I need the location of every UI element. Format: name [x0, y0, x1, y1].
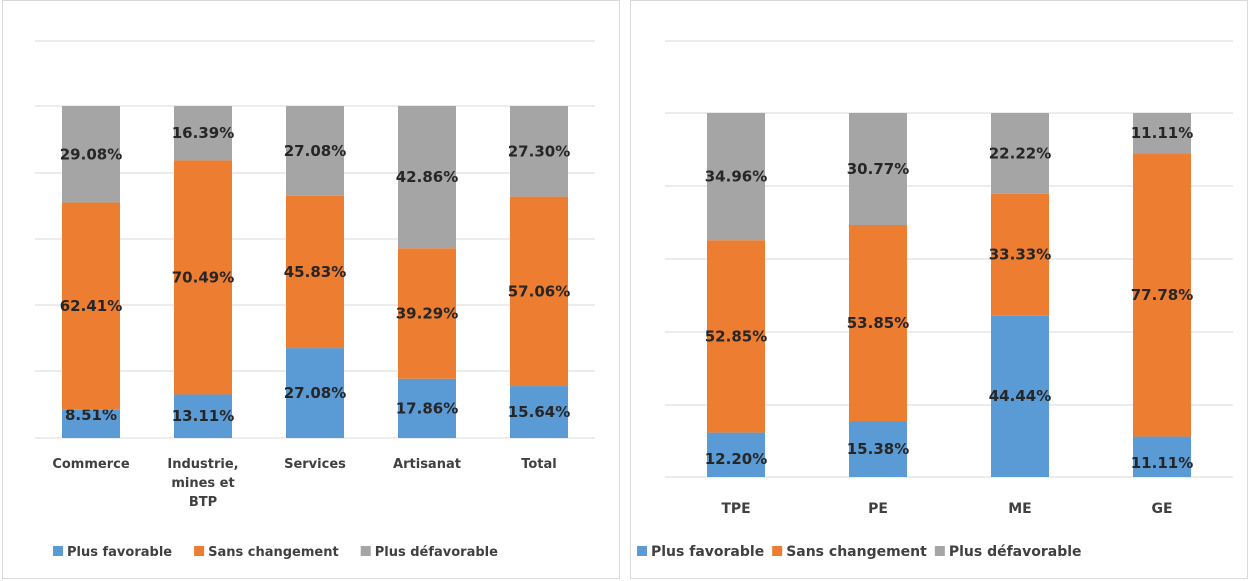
data-label: 77.78% — [1131, 286, 1193, 304]
bar-segment-sans-changement — [510, 196, 568, 387]
data-label: 8.51% — [65, 406, 117, 424]
data-label: 13.11% — [172, 407, 234, 425]
stacked-bar-chart-by-size: 12.20% 52.85% 34.96% TPE 15.38% 53.85% 30.77% P… — [637, 40, 1233, 560]
bar-segment-defavorable — [398, 105, 456, 249]
legend-label-defavorable: Plus défavorable — [949, 544, 1082, 560]
bar-segment-sans-changement — [849, 225, 907, 422]
chart-panel-by-size: 12.20% 52.85% 34.96% TPE 15.38% 53.85% 30.77% P… — [630, 0, 1248, 579]
category-label: PE — [868, 501, 888, 517]
bar-segment-defavorable — [510, 106, 568, 197]
bar-segment-favorable — [707, 432, 765, 477]
data-label: 52.85% — [705, 327, 767, 345]
stacked-bar-chart-by-sector: 8.51% 62.41% 29.08% Commerce 13.11% 70.49% 16.… — [35, 40, 595, 560]
data-label: 15.38% — [847, 440, 909, 458]
bar-segment-favorable — [174, 394, 232, 438]
bar-segment-favorable — [510, 386, 568, 438]
bar-segment-defavorable — [991, 113, 1049, 194]
bar-segment-defavorable — [62, 106, 120, 203]
bar-segment-defavorable — [849, 113, 907, 226]
data-label: 53.85% — [847, 314, 909, 332]
bar-segment-defavorable — [1133, 113, 1191, 154]
bar-segment-favorable — [991, 315, 1049, 477]
legend-swatch-sans-changement — [772, 546, 783, 556]
bar-segment-sans-changement — [1133, 153, 1191, 437]
data-label: 27.08% — [284, 384, 346, 402]
bar-segment-defavorable — [707, 112, 765, 241]
category-label: Services — [284, 457, 346, 472]
data-label: 39.29% — [396, 304, 458, 322]
bar-segment-sans-changement — [398, 248, 456, 379]
bar-segment-favorable — [286, 348, 344, 438]
legend-label-defavorable: Plus défavorable — [375, 545, 498, 560]
data-label: 62.41% — [60, 297, 122, 315]
data-label: 29.08% — [60, 145, 122, 163]
bar-segment-defavorable — [174, 106, 232, 161]
category-label: GE — [1151, 501, 1172, 517]
bar-segment-sans-changement — [62, 202, 120, 410]
category-label: Industrie, — [167, 457, 238, 472]
data-label: 42.86% — [396, 168, 458, 186]
legend-swatch-favorable — [53, 546, 63, 556]
category-label: Commerce — [52, 457, 129, 472]
data-label: 15.64% — [508, 403, 570, 421]
bar-segment-sans-changement — [991, 193, 1049, 316]
chart-panel-by-sector: 8.51% 62.41% 29.08% Commerce 13.11% 70.49% 16.… — [2, 0, 620, 579]
data-label: 44.44% — [989, 387, 1051, 405]
bar-segment-favorable — [849, 421, 907, 477]
data-label: 70.49% — [172, 268, 234, 286]
legend-swatch-defavorable — [360, 546, 371, 556]
data-label: 11.11% — [1131, 124, 1193, 142]
legend-label-favorable: Plus favorable — [67, 545, 172, 560]
legend-swatch-sans-changement — [194, 546, 205, 556]
legend-label-sans-changement: Sans changement — [208, 545, 339, 560]
category-label: TPE — [721, 501, 750, 517]
category-label: Total — [521, 457, 557, 472]
data-label: 11.11% — [1131, 454, 1193, 472]
bar-segment-sans-changement — [707, 240, 765, 433]
data-label: 27.08% — [284, 142, 346, 160]
data-label: 30.77% — [847, 160, 909, 178]
bar-segment-favorable — [1133, 436, 1191, 477]
legend-swatch-favorable — [637, 546, 647, 556]
category-label: BTP — [189, 495, 217, 510]
bar-segment-sans-changement — [286, 195, 344, 349]
legend-swatch-defavorable — [934, 546, 945, 556]
data-label: 22.22% — [989, 144, 1051, 162]
data-label: 12.20% — [705, 450, 767, 468]
legend-label-favorable: Plus favorable — [651, 544, 764, 560]
data-label: 45.83% — [284, 263, 346, 281]
data-label: 33.33% — [989, 246, 1051, 264]
bar-segment-defavorable — [286, 106, 344, 196]
category-label: ME — [1008, 501, 1032, 517]
data-label: 34.96% — [705, 168, 767, 186]
category-label: Artisanat — [393, 457, 461, 472]
bar-segment-favorable — [398, 378, 456, 438]
data-label: 16.39% — [172, 124, 234, 142]
data-label: 57.06% — [508, 282, 570, 300]
data-label: 27.30% — [508, 142, 570, 160]
legend-label-sans-changement: Sans changement — [786, 544, 927, 560]
data-label: 17.86% — [396, 399, 458, 417]
bar-segment-favorable — [62, 409, 120, 438]
bar-segment-sans-changement — [174, 160, 232, 395]
category-label: mines et — [171, 476, 234, 491]
